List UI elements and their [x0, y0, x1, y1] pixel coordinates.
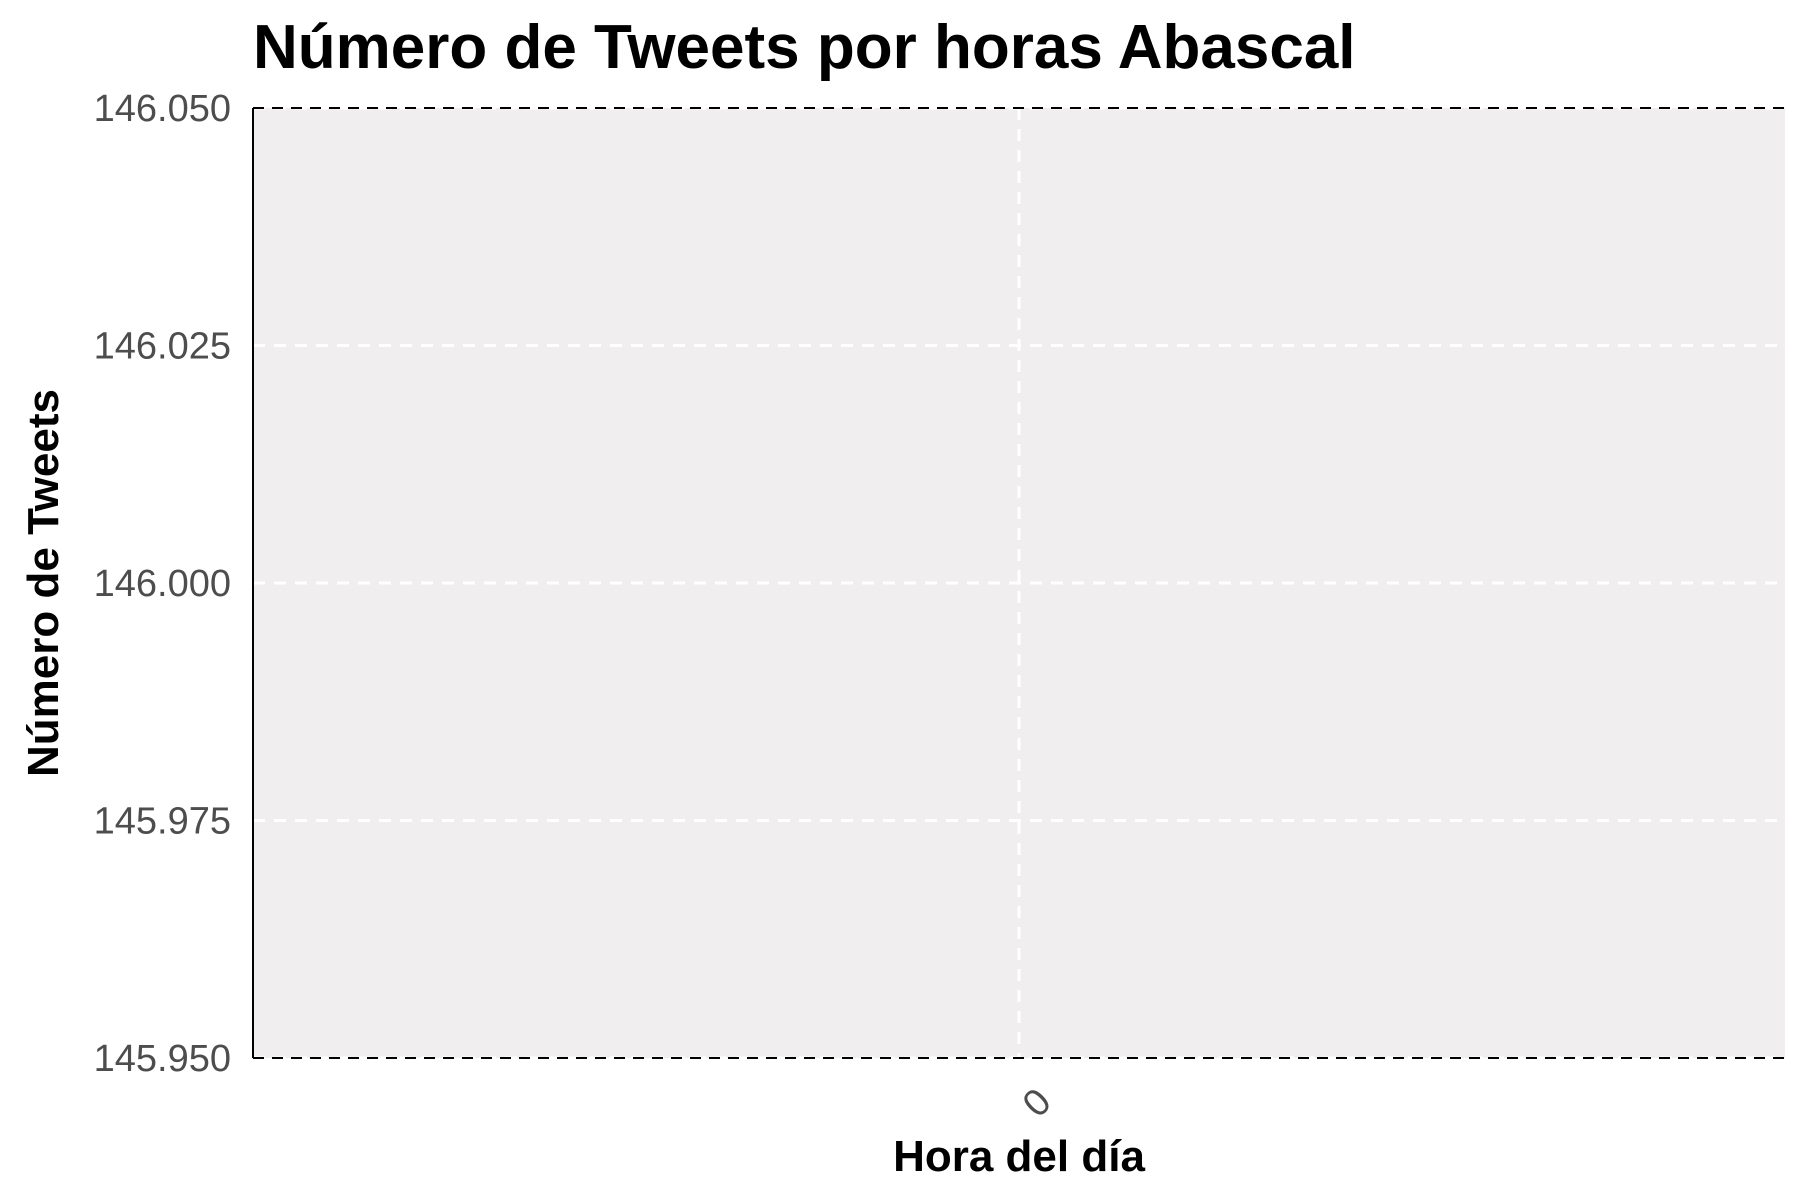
y-axis-ticks: 145.950 145.975 146.000 146.025 146.050: [94, 88, 231, 1080]
y-tick-label: 146.000: [94, 563, 231, 605]
y-tick-label: 145.950: [94, 1038, 231, 1080]
x-tick-label: 0: [1015, 1081, 1060, 1126]
x-axis-ticks: 0: [1015, 1081, 1060, 1126]
y-tick-label: 146.025: [94, 326, 231, 368]
chart-title: Número de Tweets por horas Abascal: [253, 13, 1356, 82]
x-axis-title: Hora del día: [893, 1132, 1145, 1181]
y-tick-label: 146.050: [94, 88, 231, 130]
y-tick-label: 145.975: [94, 801, 231, 843]
y-axis-title: Número de Tweets: [19, 389, 68, 777]
plot-frame: [252, 107, 1785, 1059]
